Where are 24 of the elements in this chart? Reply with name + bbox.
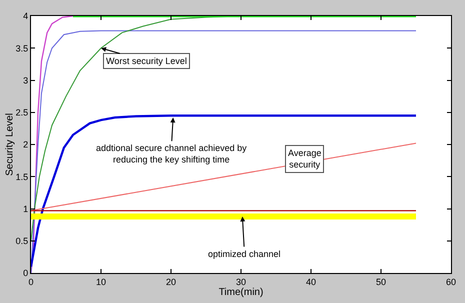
y-tick-label: 3.5	[16, 43, 28, 54]
annotation: Average security	[288, 148, 322, 170]
x-tick-label: 20	[166, 276, 176, 287]
y-tick-label: 0	[23, 268, 28, 278]
annotation: optimized channel	[208, 249, 281, 259]
y-tick-label: 3	[23, 75, 28, 86]
annotation: Worst security Level	[106, 56, 187, 66]
line-series	[31, 30, 416, 273]
y-tick-label: 2	[23, 140, 28, 150]
y-tick-label: 2.5	[16, 108, 28, 118]
y-tick-label: 4	[23, 11, 28, 22]
y-tick-label: 0.5	[16, 236, 28, 246]
x-tick-label: 30	[236, 276, 246, 287]
x-tick-label: 60	[446, 276, 456, 287]
x-axis-title: Time(min)	[218, 286, 264, 298]
y-tick-label: 1	[23, 204, 28, 214]
y-axis-title: Security Level	[4, 113, 16, 176]
x-tick-label: 50	[376, 276, 386, 287]
line-series	[31, 114, 418, 268]
x-tick-label: 10	[96, 276, 106, 287]
x-tick-label: 40	[306, 276, 316, 287]
annotation: addtional secure channel achieved by reducing the key shifting time	[96, 143, 248, 165]
y-tick-label: 1.5	[16, 172, 28, 182]
line-series	[31, 16, 74, 273]
